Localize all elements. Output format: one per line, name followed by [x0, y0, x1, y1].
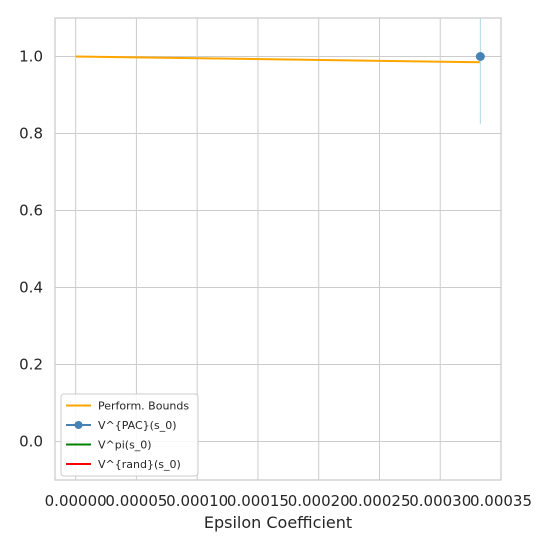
- y-tick-label: 0.6: [19, 202, 43, 220]
- x-tick-label: 0.00030: [409, 492, 471, 510]
- x-tick-label: 0.00025: [348, 492, 410, 510]
- x-tick-label: 0.00010: [166, 492, 228, 510]
- series-layer: [75, 18, 485, 124]
- y-tick-label: 0.0: [19, 433, 43, 451]
- legend-entry: Perform. Bounds: [98, 400, 189, 413]
- plot-frame: [54, 17, 502, 481]
- data-point: [475, 52, 485, 61]
- x-tick-label: 0.00015: [227, 492, 289, 510]
- x-tick-label: 0.00005: [105, 492, 167, 510]
- legend-entry: V^{rand}(s_0): [98, 458, 181, 471]
- x-axis-label: Epsilon Coefficient: [204, 513, 352, 532]
- legend-entry: V^{PAC}(s_0): [98, 419, 177, 432]
- legend-entry: V^pi(s_0): [98, 439, 152, 452]
- y-tick-label: 0.4: [19, 279, 43, 297]
- legend-frame: [60, 393, 199, 477]
- y-tick-label: 1.0: [19, 48, 43, 66]
- tick-labels: 0.000000.000050.000100.000150.000200.000…: [19, 48, 532, 511]
- x-tick-label: 0.00020: [288, 492, 350, 510]
- y-tick-label: 0.8: [19, 125, 43, 143]
- series-line: [75, 55, 481, 64]
- legend-marker: [74, 421, 83, 429]
- legend: Perform. Bounds V^{PAC}(s_0) V^pi(s_0) V^{r…: [60, 393, 199, 477]
- grid: [55, 18, 502, 480]
- x-tick-label: 0.00035: [470, 492, 532, 510]
- y-tick-label: 0.2: [19, 356, 43, 374]
- x-tick-label: 0.00000: [45, 492, 107, 510]
